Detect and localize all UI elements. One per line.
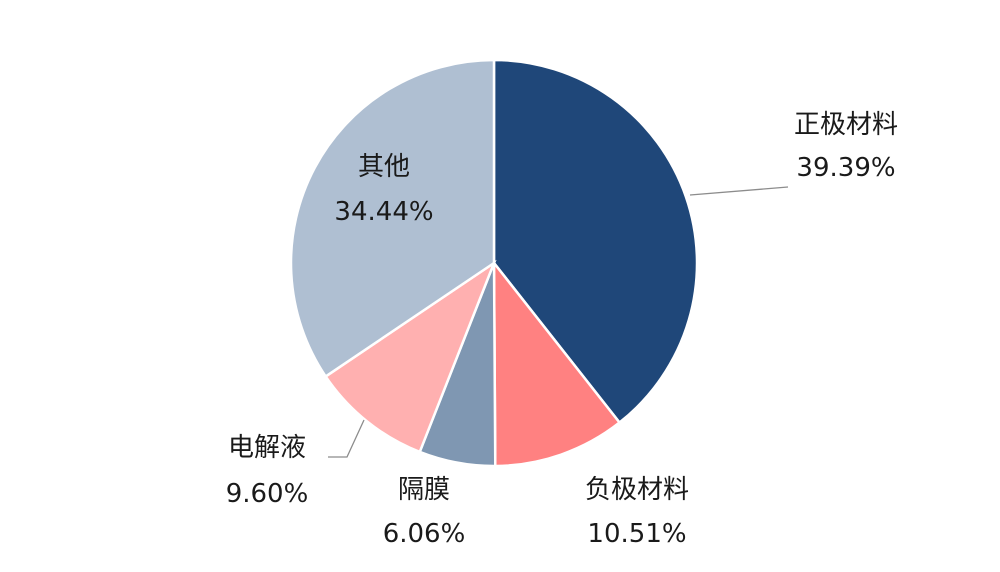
label-separator-value: 6.06% [383, 519, 466, 549]
slice-negative-electrode [492, 259, 622, 468]
pie-slices [289, 58, 699, 468]
label-other-name: 其他 [358, 152, 410, 182]
slice-positive-electrode [492, 58, 699, 425]
leader-lines [328, 186, 789, 458]
label-electrolyte-name: 电解液 [228, 433, 306, 463]
label-other-value: 34.44% [334, 197, 433, 227]
label-negative-electrode-name: 负极材料 [585, 475, 689, 505]
label-negative-electrode-value: 10.51% [587, 519, 686, 549]
slice-other [289, 58, 496, 379]
data-labels: 正极材料 39.39% 负极材料 10.51% 隔膜 6.06% 电解液 9.6… [226, 110, 898, 549]
label-positive-electrode-name: 正极材料 [794, 110, 898, 140]
leader-line-electrolyte [328, 419, 365, 458]
label-positive-electrode-value: 39.39% [796, 153, 895, 183]
label-electrolyte-value: 9.60% [226, 479, 309, 509]
leader-line-positive-electrode [689, 186, 789, 196]
label-separator-name: 隔膜 [398, 475, 450, 505]
slice-electrolyte [323, 259, 497, 454]
